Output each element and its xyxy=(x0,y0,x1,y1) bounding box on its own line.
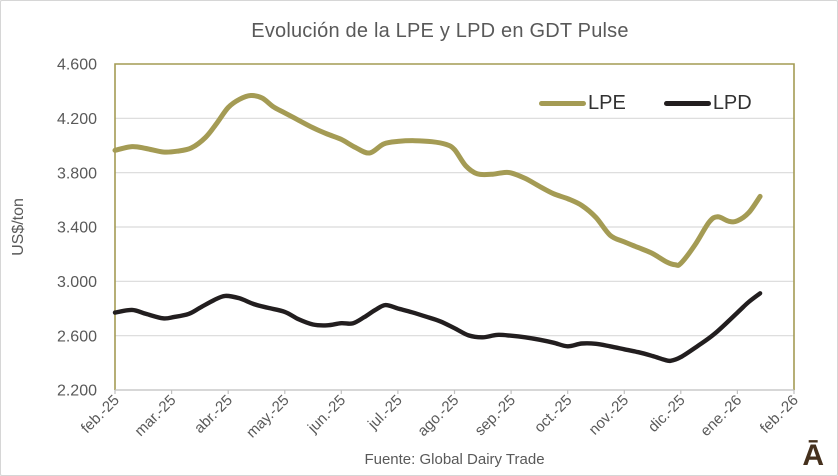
lpd-line-swatch xyxy=(663,100,711,106)
legend-label-lpd: LPD xyxy=(712,92,752,114)
x-tick-label: ene.-26 xyxy=(697,392,745,440)
x-tick-label: jun.-25 xyxy=(304,392,349,437)
brand-logo: Ā xyxy=(802,439,824,472)
y-tick-label: 4.200 xyxy=(57,111,97,128)
x-tick-label: feb.-26 xyxy=(757,392,802,437)
x-tick-label: mar.-25 xyxy=(131,392,179,440)
x-tick-label: sep.-25 xyxy=(472,392,519,439)
x-tick-label: jul.-25 xyxy=(364,392,406,434)
plot-area-border xyxy=(114,63,795,390)
x-tick-label: nov.-25 xyxy=(586,392,633,439)
legend-item-lpe: LPE xyxy=(539,93,626,113)
y-tick-label: 2.600 xyxy=(57,328,97,345)
legend-item-lpd: LPD xyxy=(663,92,752,114)
source-note: Fuente: Global Dairy Trade xyxy=(364,451,545,468)
x-tick-label: oct.-25 xyxy=(531,392,575,436)
lpe-series-line xyxy=(112,92,763,268)
y-tick-label: 3.400 xyxy=(57,220,97,237)
x-tick-label: ago.-25 xyxy=(414,392,462,440)
y-axis-title: US$/ton xyxy=(10,198,27,256)
legend: LPE LPD xyxy=(539,93,752,113)
legend-label-lpe: LPE xyxy=(588,92,626,114)
x-tick-label: abr.-25 xyxy=(191,392,236,437)
y-tick-label: 3.000 xyxy=(57,274,97,291)
y-tick-label: 2.200 xyxy=(57,383,97,400)
lpe-line-swatch xyxy=(539,100,586,106)
chart-title: Evolución de la LPE y LPD en GDT Pulse xyxy=(251,20,629,42)
x-tick-label: may.-25 xyxy=(243,392,293,442)
x-tick-label: dic.-25 xyxy=(645,392,689,436)
lpd-series-line xyxy=(112,291,763,364)
y-tick-label: 4.600 xyxy=(57,57,97,74)
y-tick-label: 3.800 xyxy=(57,165,97,182)
